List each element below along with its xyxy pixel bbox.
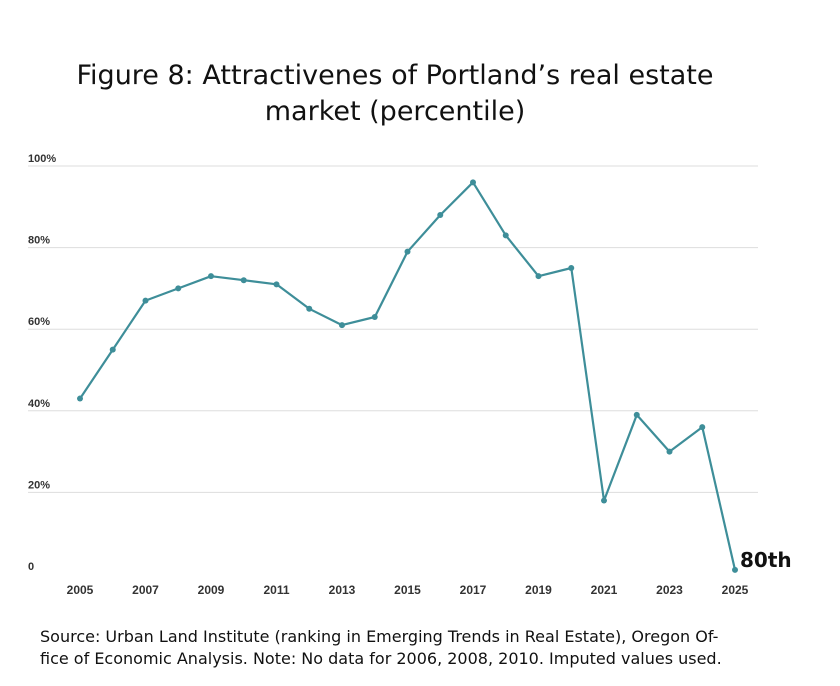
data-point xyxy=(502,232,509,239)
y-axis-ticks: 0 20% 40% 60% 80% 100% xyxy=(28,153,56,573)
chart-title: Figure 8: Attractivenes of Portland’s re… xyxy=(0,58,790,130)
y-tick-label: 80% xyxy=(28,235,50,247)
data-point xyxy=(732,566,738,573)
x-axis-ticks: 2005 2007 2009 2011 2013 2015 2017 2019 2021 2023… xyxy=(67,583,749,597)
x-tick-label: 2013 xyxy=(329,583,356,597)
source-note-line-2: fice of Economic Analysis. Note: No data… xyxy=(40,649,722,668)
y-tick-label: 40% xyxy=(28,398,50,410)
x-tick-label: 2021 xyxy=(591,583,618,597)
y-tick-label: 20% xyxy=(28,479,50,491)
y-tick-label: 0 xyxy=(28,561,34,573)
chart-title-line-1: Figure 8: Attractivenes of Portland’s re… xyxy=(76,60,714,91)
end-label: 80th xyxy=(740,548,792,572)
x-tick-label: 2009 xyxy=(198,583,225,597)
data-point xyxy=(109,346,116,353)
data-points xyxy=(77,179,738,573)
line-chart: 020%40%60%80%100% 2005 2007 2009 2011 2013 20… xyxy=(28,153,792,597)
series-line xyxy=(79,181,737,571)
source-note: Source: Urban Land Institute (ranking in… xyxy=(40,626,820,670)
data-point xyxy=(404,248,411,255)
data-point xyxy=(240,277,247,284)
data-point xyxy=(568,265,575,271)
x-tick-label: 2005 xyxy=(67,583,94,597)
data-point xyxy=(175,285,182,292)
data-point xyxy=(437,211,444,218)
data-point xyxy=(699,424,706,431)
data-point xyxy=(273,281,280,288)
chart-title-line-2: market (percentile) xyxy=(264,96,526,127)
data-point xyxy=(306,305,313,312)
data-point xyxy=(601,497,607,504)
y-tick-label: 60% xyxy=(28,316,50,328)
data-point xyxy=(208,273,214,280)
x-tick-label: 2019 xyxy=(525,583,552,597)
data-point xyxy=(77,395,83,402)
data-point xyxy=(666,448,673,455)
x-tick-label: 2011 xyxy=(263,583,289,597)
y-tick-label: 100% xyxy=(28,153,56,165)
data-point xyxy=(470,179,476,186)
data-point xyxy=(339,322,345,329)
x-tick-label: 2007 xyxy=(132,583,159,597)
data-point xyxy=(535,273,542,280)
x-tick-label: 2017 xyxy=(460,583,487,597)
source-note-line-1: Source: Urban Land Institute (ranking in… xyxy=(40,627,719,646)
data-point xyxy=(371,313,378,320)
x-tick-label: 2025 xyxy=(722,583,749,597)
x-tick-label: 2015 xyxy=(394,583,421,597)
data-point xyxy=(633,411,640,418)
gridlines xyxy=(28,165,758,493)
data-point xyxy=(142,297,149,304)
x-tick-label: 2023 xyxy=(656,583,683,597)
